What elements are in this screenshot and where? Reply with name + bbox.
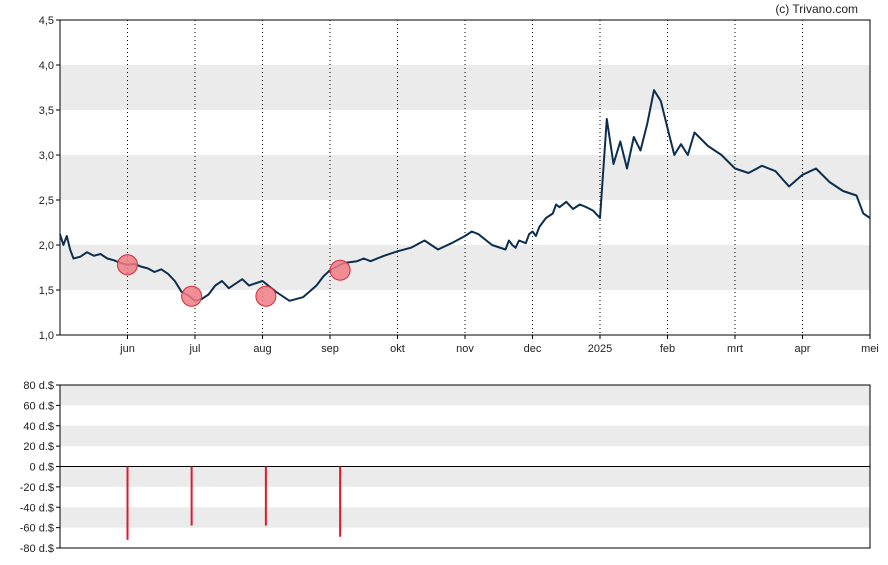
y-tick-label: 3,5 xyxy=(39,105,54,117)
y-tick-label: -80 d.$ xyxy=(20,543,54,555)
x-tick-label-mrt: mrt xyxy=(727,343,743,355)
y-tick-label: 3,0 xyxy=(39,150,54,162)
x-tick-label-sep: sep xyxy=(321,343,339,355)
dividend-markers xyxy=(117,254,351,307)
y-tick-label: 2,0 xyxy=(39,240,54,252)
x-tick-label-nov: nov xyxy=(456,343,474,355)
x-tick-label-apr: apr xyxy=(795,343,811,355)
x-tick-label-dec: dec xyxy=(524,343,542,355)
y-tick-label: 4,0 xyxy=(39,60,54,72)
y-tick-label: -60 d.$ xyxy=(20,523,54,535)
price-chart-x-ticks: jun jul aug sep okt nov dec 2025 feb mrt apr mei xyxy=(119,335,879,355)
y-tick-label: -20 d.$ xyxy=(20,482,54,494)
x-tick-label-okt: okt xyxy=(390,343,405,355)
price-band xyxy=(60,155,870,200)
price-chart-gridlines xyxy=(127,20,803,335)
y-tick-label: 2,5 xyxy=(39,195,54,207)
copyright-credit: (c) Trivano.com xyxy=(775,2,858,16)
dividend-band xyxy=(60,425,870,447)
dividend-marker xyxy=(329,259,351,281)
x-tick-label-jul: jul xyxy=(188,343,200,355)
y-tick-label: 20 d.$ xyxy=(23,441,54,453)
y-tick-label: 60 d.$ xyxy=(23,400,54,412)
y-tick-label: 0 d.$ xyxy=(30,462,54,474)
dividend-marker xyxy=(255,285,277,307)
x-tick-label-2025: 2025 xyxy=(588,343,612,355)
price-band xyxy=(60,65,870,110)
x-tick-label-aug: aug xyxy=(253,343,271,355)
y-tick-label: -40 d.$ xyxy=(20,502,54,514)
dividend-band xyxy=(60,507,870,528)
y-tick-label: 1,0 xyxy=(39,330,54,342)
y-tick-label: 40 d.$ xyxy=(23,421,54,433)
y-tick-label: 1,5 xyxy=(39,285,54,297)
dividend-marker xyxy=(181,285,203,307)
dividend-chart-bands xyxy=(60,385,870,528)
dividend-band xyxy=(60,466,870,487)
price-band xyxy=(60,245,870,290)
x-tick-label-jun: jun xyxy=(119,343,135,355)
y-tick-label: 4,5 xyxy=(39,15,54,27)
y-tick-label: 80 d.$ xyxy=(23,380,54,392)
price-chart-y-ticks: 1,0 1,5 2,0 2,5 3,0 3,5 4,0 4,5 xyxy=(39,15,60,342)
price-chart-series xyxy=(59,89,871,302)
dividend-chart-bars xyxy=(126,466,342,540)
dividend-marker xyxy=(117,254,138,276)
dividend-chart-y-ticks: 80 d.$ 60 d.$ 40 d.$ 20 d.$ 0 d.$ -20 d.$ -40 … xyxy=(20,380,60,555)
x-tick-label-mei: mei xyxy=(861,343,879,355)
x-tick-label-feb: feb xyxy=(660,343,675,355)
dividend-band xyxy=(60,385,870,406)
price-line xyxy=(59,89,871,302)
